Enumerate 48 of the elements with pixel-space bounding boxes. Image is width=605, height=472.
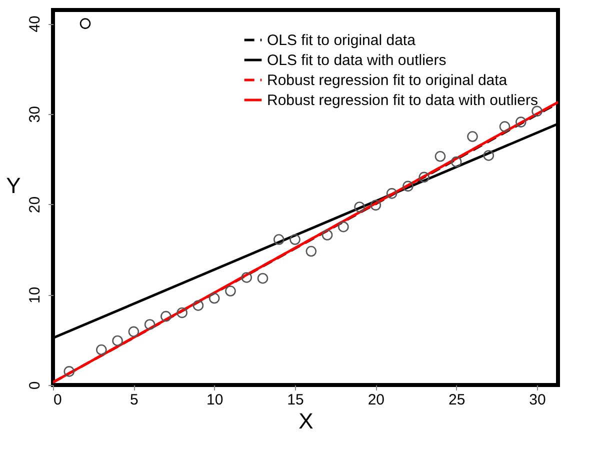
legend-label: Robust regression fit to original data (267, 72, 508, 89)
x-tick-label: 20 (368, 392, 385, 408)
x-tick-label: 15 (287, 392, 304, 408)
point (80, 18, 91, 29)
point (322, 230, 333, 240)
point (450, 156, 462, 168)
y-tick-label: 0 (26, 381, 44, 390)
point (128, 326, 140, 338)
point (386, 188, 398, 199)
point (499, 121, 510, 132)
point (257, 272, 268, 284)
x-tick-label: 25 (448, 392, 466, 408)
point (306, 246, 317, 257)
point (467, 131, 478, 142)
point (338, 221, 349, 232)
x-tick-label: 5 (130, 392, 138, 408)
legend-label: Robust regression fit to data with outliers (267, 92, 538, 109)
x-tick-label: 0 (54, 392, 62, 408)
point (516, 116, 526, 128)
legend-label: OLS fit to data with outliers (267, 52, 446, 69)
point (273, 234, 284, 245)
point (290, 234, 300, 245)
point (144, 319, 156, 330)
point (160, 310, 172, 322)
point (192, 300, 204, 311)
legend-label: OLS fit to original data (267, 32, 416, 49)
y-tick-label: 40 (26, 16, 44, 32)
point (241, 272, 252, 283)
x-tick-label: 10 (206, 392, 224, 408)
point (418, 172, 430, 183)
y-tick-label: 10 (26, 286, 44, 304)
point (225, 286, 236, 296)
y-axis-title: Y (6, 173, 22, 198)
y-tick-label: 20 (26, 196, 44, 214)
point (483, 150, 494, 161)
point (370, 200, 382, 211)
point (402, 180, 414, 192)
point (532, 106, 542, 117)
point (64, 366, 75, 377)
point (96, 344, 107, 356)
y-tick-label: 30 (26, 106, 44, 123)
x-tick-label: 30 (529, 392, 546, 408)
point (208, 292, 220, 304)
point (354, 202, 365, 212)
x-axis-title: X (298, 408, 314, 434)
point (176, 307, 188, 318)
point (434, 151, 446, 162)
point (112, 335, 123, 346)
